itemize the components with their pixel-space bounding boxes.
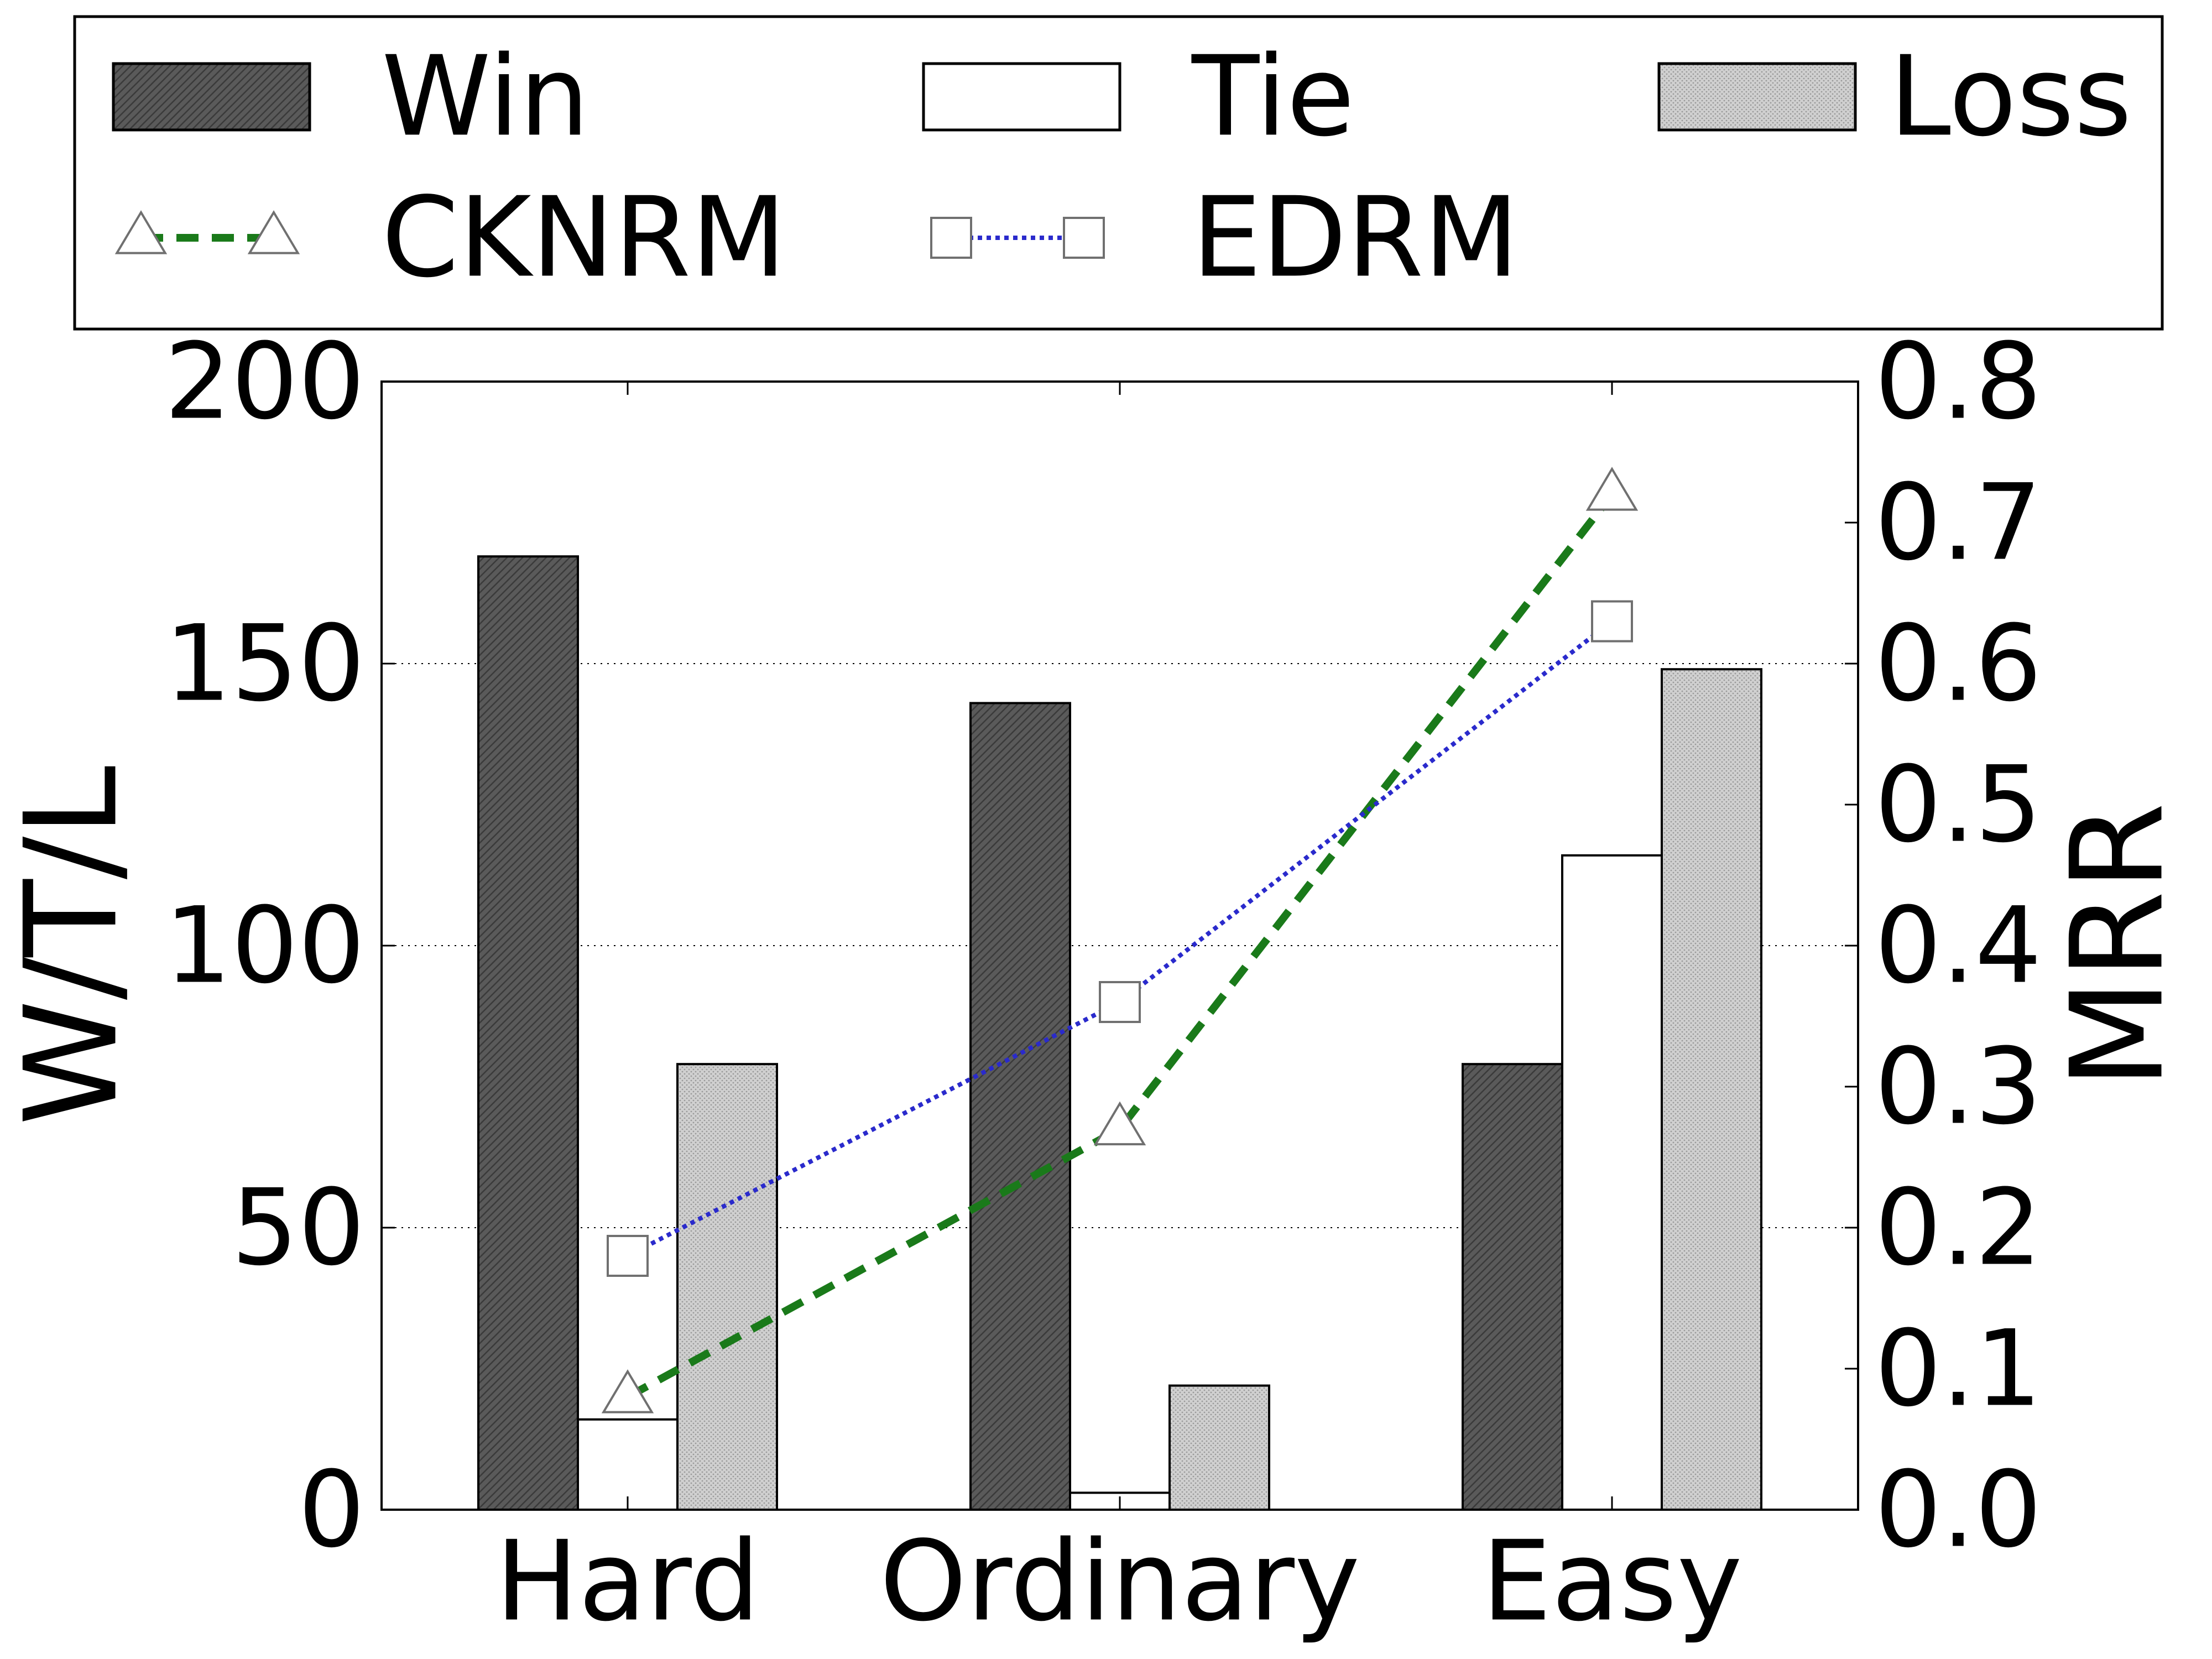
marker-cknrm-ordinary <box>1093 1101 1146 1146</box>
bar-tie-easy <box>1561 854 1663 1511</box>
legend-label-loss: Loss <box>1889 33 2132 161</box>
bars <box>477 555 1762 1511</box>
marker-edrm-easy <box>1591 600 1633 643</box>
y2-tick-label-0-3: 0.3 <box>1875 1026 2042 1148</box>
y-tick-label-100: 100 <box>164 885 365 1007</box>
legend: Win Tie Loss CKNRM EDRM <box>73 15 2164 331</box>
y2-axis-title: MRR <box>2044 802 2192 1089</box>
x-tick-label-ordinary: Ordinary <box>880 1517 1360 1646</box>
bar-win-hard <box>477 555 579 1511</box>
bar-win-ordinary <box>969 702 1071 1511</box>
y2-tick-label-0-6: 0.6 <box>1875 603 2042 725</box>
legend-label-edrm: EDRM <box>1192 174 1519 302</box>
line-cknrm <box>625 492 1615 1401</box>
y2-tick-label-0-1: 0.1 <box>1875 1308 2042 1430</box>
right-axis-tick-labels: 0.0 0.1 0.2 0.3 0.4 0.5 0.6 0.7 0.8 <box>1875 321 2042 1571</box>
y2-tick-label-0-8: 0.8 <box>1875 321 2042 443</box>
marker-edrm-ordinary <box>1099 981 1141 1023</box>
bar-loss-hard <box>676 1063 778 1511</box>
line-edrm <box>627 619 1614 1258</box>
legend-swatch-tie <box>922 62 1121 132</box>
lines <box>601 467 1639 1413</box>
y2-tick-label-0-4: 0.4 <box>1875 885 2042 1007</box>
legend-label-tie: Tie <box>1191 33 1355 161</box>
y2-tick-label-0-7: 0.7 <box>1875 462 2042 584</box>
legend-label-win: Win <box>382 33 589 161</box>
legend-swatch-win <box>112 62 311 132</box>
y-tick-label-150: 150 <box>164 603 365 725</box>
y-tick-label-0: 0 <box>298 1449 365 1571</box>
x-axis-tick-labels: Hard Ordinary Easy <box>495 1517 1743 1646</box>
x-tick-label-hard: Hard <box>495 1517 760 1646</box>
legend-marker-right-edrm <box>1063 217 1105 259</box>
y2-tick-label-0-2: 0.2 <box>1875 1167 2042 1289</box>
grid-lines <box>382 663 1858 1228</box>
marker-cknrm-easy <box>1585 467 1639 511</box>
x-tick-label-easy: Easy <box>1481 1517 1742 1646</box>
legend-swatch-loss <box>1657 62 1857 132</box>
marker-edrm-hard <box>607 1235 649 1277</box>
bar-tie-hard <box>577 1418 679 1511</box>
axis-ticks <box>382 380 1858 1511</box>
y-axis-title: W/T/L <box>0 765 146 1125</box>
marker-cknrm-hard <box>601 1369 654 1413</box>
legend-label-cknrm: CKNRM <box>382 174 786 302</box>
y-tick-label-200: 200 <box>164 321 365 443</box>
bar-loss-easy <box>1661 668 1762 1511</box>
bar-win-easy <box>1462 1063 1563 1511</box>
legend-marker-left-edrm <box>930 217 972 259</box>
legend-marker-left-cknrm <box>114 210 168 254</box>
left-axis-tick-labels: 0 50 100 150 200 <box>164 321 365 1571</box>
y2-tick-label-0-5: 0.5 <box>1875 744 2042 866</box>
y2-tick-label-0-0: 0.0 <box>1875 1449 2042 1571</box>
y-tick-label-50: 50 <box>231 1167 365 1289</box>
bar-loss-ordinary <box>1168 1384 1270 1511</box>
legend-marker-right-cknrm <box>247 210 300 254</box>
